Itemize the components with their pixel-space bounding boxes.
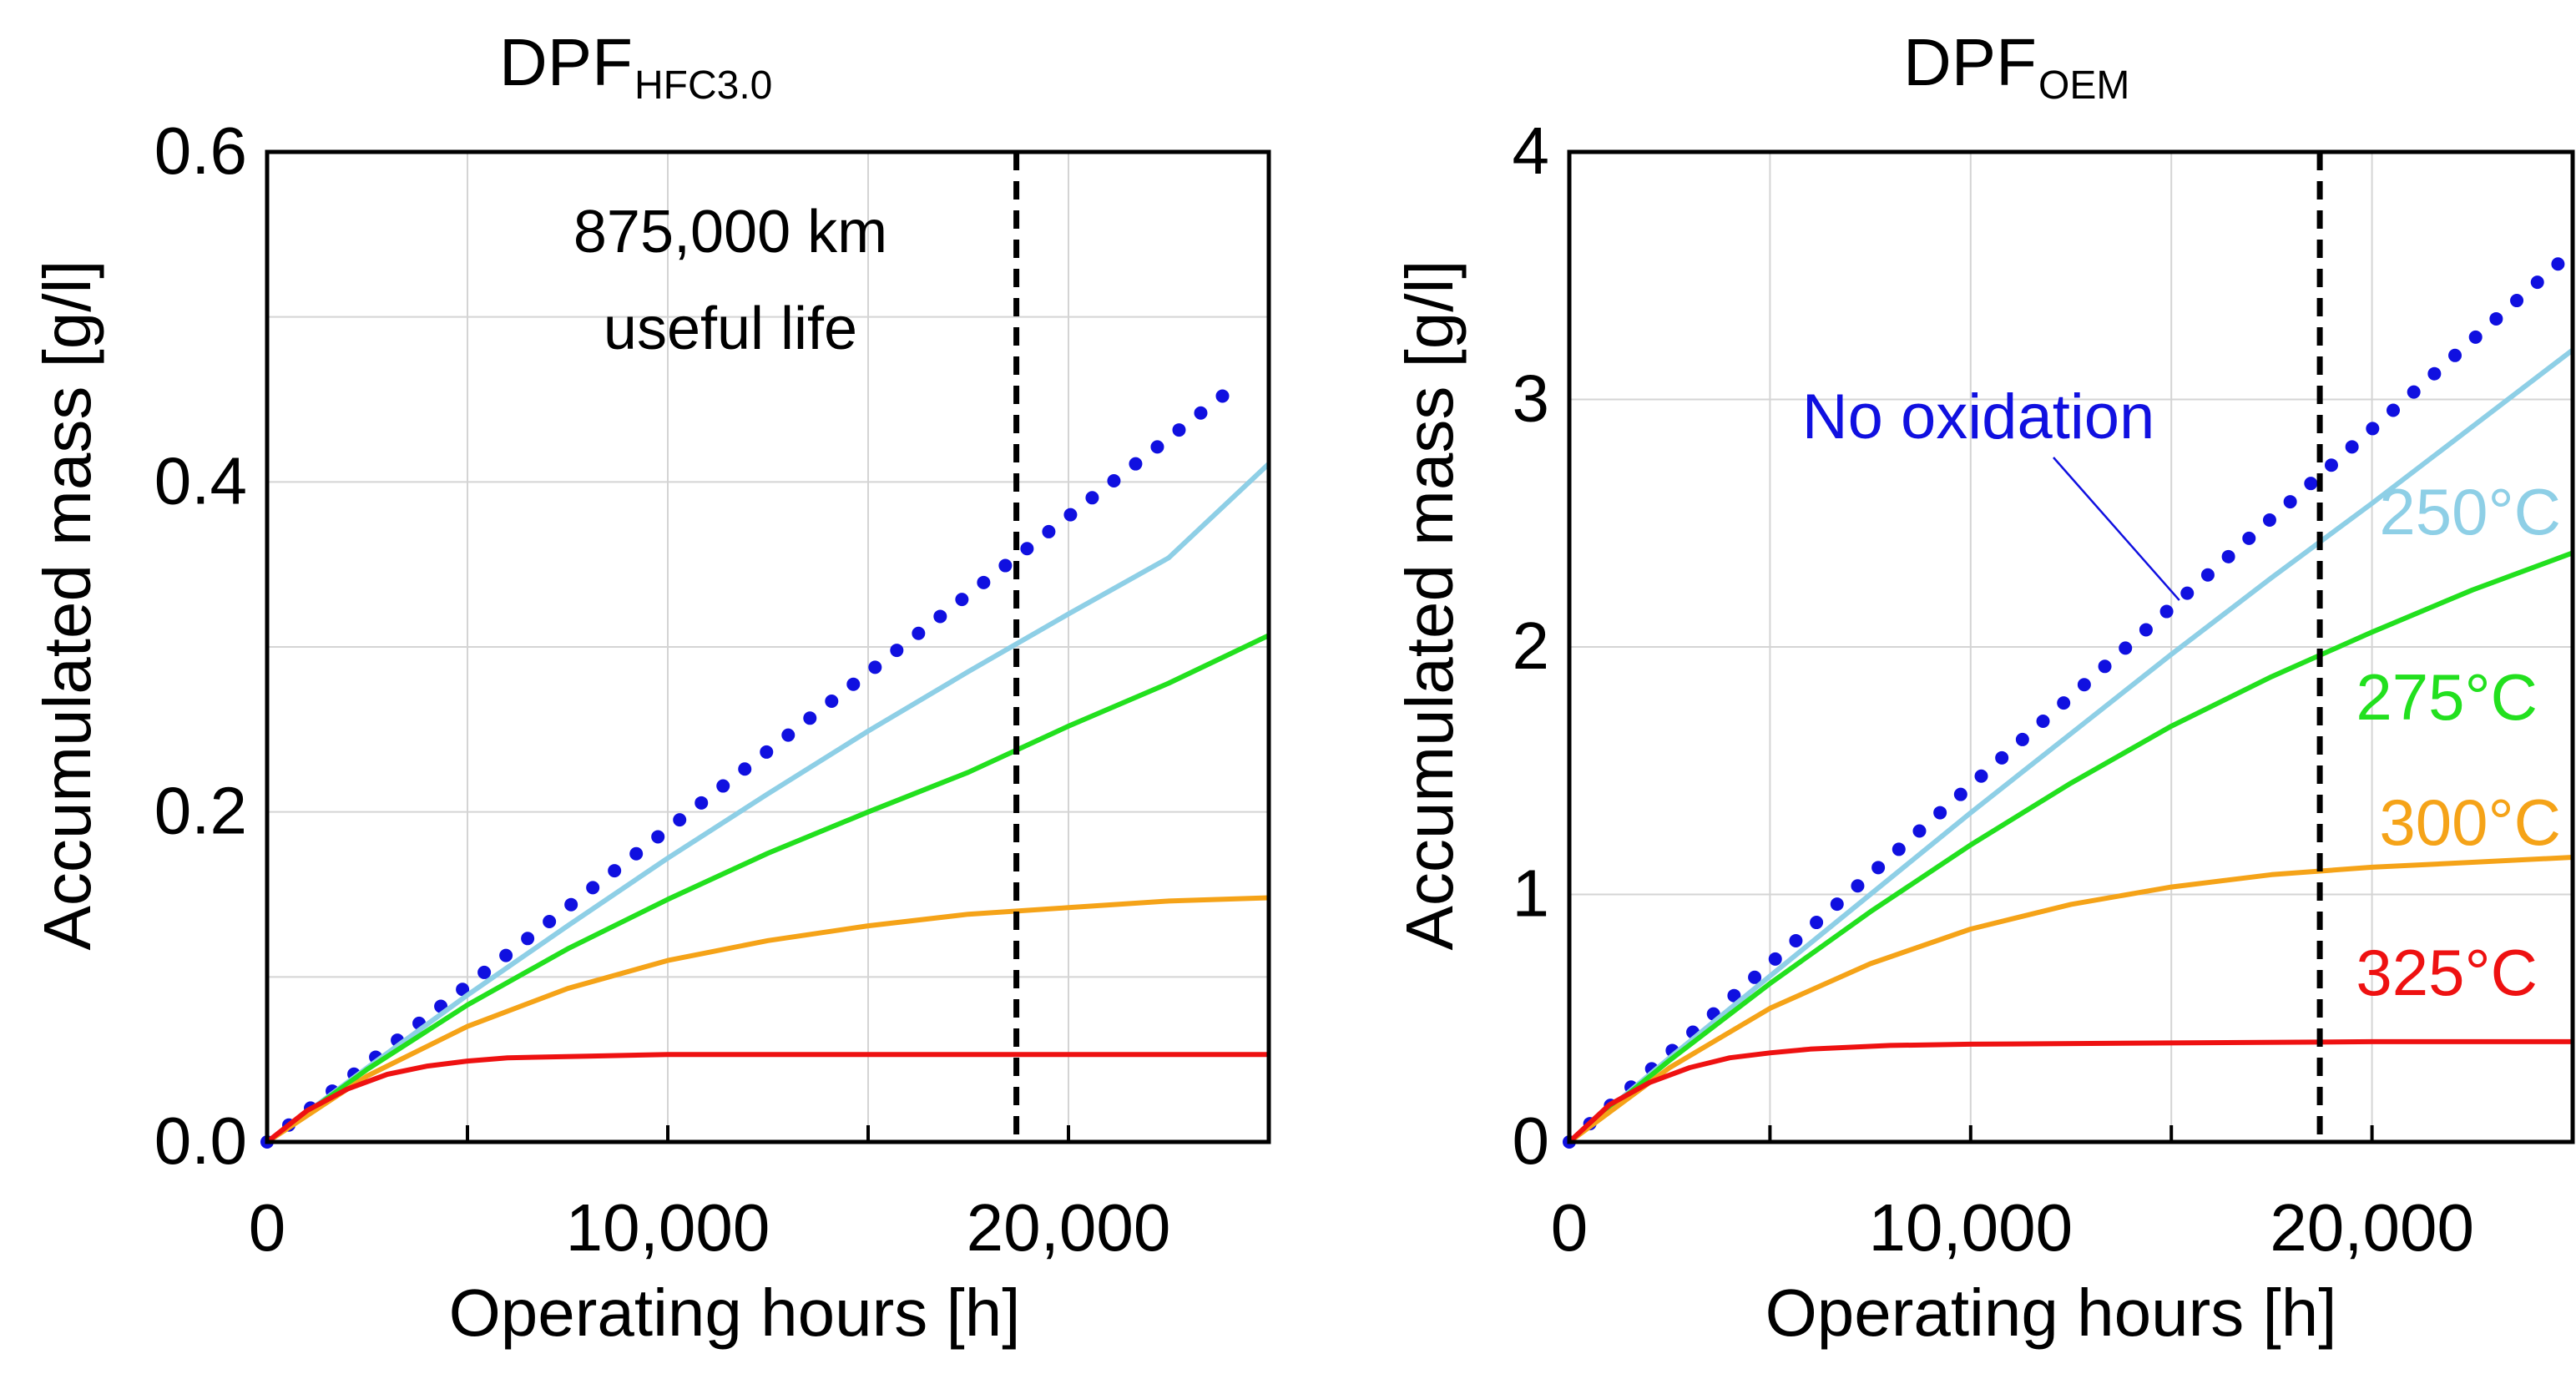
series-t250 [265,462,1271,1144]
y-tick-label: 0.0 [154,1104,247,1178]
no-oxidation-leader-line [2053,457,2180,601]
y-tick-label: 1 [1513,856,1550,931]
x-tick-labels: 0 10,000 20,000 [249,1190,1171,1265]
panel-dpf-hfc: DPF HFC3.0 Accumulated mass [g/l] Operat… [30,25,1271,1350]
x-tick-labels: 0 10,000 20,000 [1551,1190,2474,1265]
x-tick-label: 20,000 [967,1190,1171,1265]
y-tick-label: 0.2 [154,774,247,848]
series-label-t250: 250°C [2379,475,2561,548]
series-lines [1563,244,2576,1149]
useful-life-annotation-line2: useful life [604,296,857,362]
no-oxidation-label: No oxidation [1802,381,2155,452]
x-tick-label: 20,000 [2270,1190,2474,1265]
gridlines [1569,152,2573,1142]
chart-title-main: DPF [1903,25,2037,99]
y-tick-labels: 0 1 2 3 4 [1513,114,1550,1178]
series-label-t275: 275°C [2356,660,2538,734]
chart-title-subscript: OEM [2038,63,2129,108]
x-tick-label: 10,000 [1868,1190,2073,1265]
chart-title-subscript: HFC3.0 [634,63,772,108]
y-axis-label: Accumulated mass [g/l] [1392,260,1467,951]
panel-dpf-oem: DPF OEM Accumulated mass [g/l] Operating… [1392,25,2576,1350]
series-no_oxidation [1563,244,2576,1149]
series-t275 [265,633,1270,1144]
series-t300 [265,895,1270,1144]
plot-frame [1567,149,2575,1144]
y-tick-label: 4 [1513,114,1550,188]
y-axis-label: Accumulated mass [g/l] [30,260,104,951]
series-t250 [1568,347,2574,1144]
x-tick-label: 10,000 [566,1190,770,1265]
useful-life-annotation-line1: 875,000 km [573,199,887,265]
series-t325 [1567,1038,2573,1144]
y-tick-label: 0.4 [154,443,247,518]
series-lines [260,384,1271,1149]
y-tick-label: 0 [1513,1104,1550,1178]
series-t300 [1568,855,2573,1144]
series-label-t300: 300°C [2379,786,2561,859]
plot-frame [265,149,1271,1144]
series-t325 [265,1052,1269,1144]
y-tick-label: 3 [1513,361,1550,436]
series-no_oxidation [260,384,1235,1149]
gridlines [267,152,1269,1142]
series-labels: 250°C 275°C 300°C 325°C [2356,475,2561,1009]
y-tick-label: 2 [1513,609,1550,683]
x-tick-label: 0 [1551,1190,1589,1265]
x-tick-label: 0 [249,1190,286,1265]
y-tick-labels: 0.0 0.2 0.4 0.6 [154,114,247,1178]
y-tick-label: 0.6 [154,114,247,188]
x-axis-label: Operating hours [h] [449,1275,1021,1350]
series-label-t325: 325°C [2356,936,2538,1009]
chart-title-main: DPF [499,25,633,99]
x-axis-label: Operating hours [h] [1765,1275,2337,1350]
series-t275 [1568,550,2574,1144]
